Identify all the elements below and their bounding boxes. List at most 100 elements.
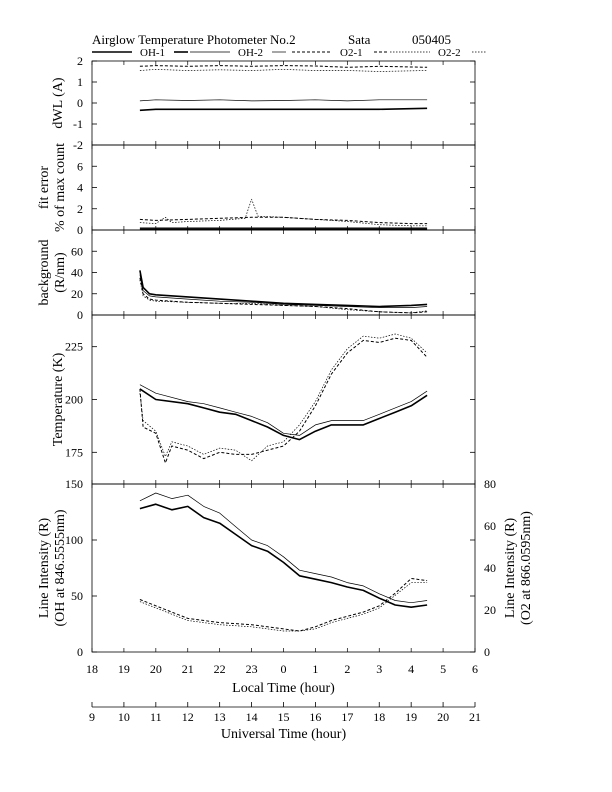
xtick-universal-label-0: 9 [89, 710, 95, 724]
panel-fit: -2 0 2 4 6 fit error% of max count [37, 138, 476, 237]
xtick-universal-label-4: 13 [214, 710, 226, 724]
y2label-1: (O2 at 866.0595nm) [519, 511, 534, 625]
legend-label-o2-1: O2-1 [340, 47, 363, 59]
ytick-label-dwl-3: 2 [77, 54, 83, 68]
ytick-label-bg-3: 60 [71, 244, 83, 258]
chart-date: 050405 [412, 32, 451, 47]
series-fit-o2-2 [139, 198, 428, 227]
panel-frame-dwl [91, 60, 476, 146]
y2tick-label-2: 40 [484, 561, 496, 575]
panel-bg: 0 20 40 60 background (R/nm) [37, 229, 476, 322]
series-bg-oh-1 [139, 270, 428, 308]
ytick-label-temp-0: 175 [65, 445, 83, 459]
xtick-universal-label-11: 20 [437, 710, 449, 724]
ytick-label-fit-3: 4 [77, 181, 83, 195]
legend-label-o2-2: O2-2 [438, 47, 461, 59]
xtick-local-label-2: 20 [150, 662, 162, 676]
series-temp-o2-2 [139, 333, 428, 462]
xlabel-universal: Universal Time (hour) [221, 727, 347, 742]
xtick-local-label-6: 0 [281, 662, 287, 676]
series-int-o2-1 [139, 578, 428, 632]
xtick-local-label-11: 5 [440, 662, 446, 676]
ytick-label-int-2: 100 [65, 533, 83, 547]
ytick-label-fit-2: 2 [77, 202, 83, 216]
xtick-universal-label-5: 14 [246, 710, 258, 724]
series-temp-oh-2 [139, 384, 428, 436]
ylabel-bg-0: background [37, 239, 52, 305]
ytick-label-dwl-1: 0 [77, 96, 83, 110]
ytick-label-fit-0: -2 [73, 138, 83, 152]
series-dwl-o2-1 [139, 65, 428, 68]
xtick-universal-label-6: 15 [278, 710, 290, 724]
panel-frame-temp [91, 314, 476, 485]
xtick-local-label-8: 2 [344, 662, 350, 676]
xtick-universal-label-10: 19 [405, 710, 417, 724]
y2tick-label-4: 80 [484, 477, 496, 491]
panel-dwl: -1 0 1 2 dWL (A) [51, 54, 476, 146]
xtick-local-label-9: 3 [376, 662, 382, 676]
xtick-universal-label-7: 16 [309, 710, 321, 724]
xtick-universal-label-2: 11 [150, 710, 162, 724]
ytick-label-temp-2: 225 [65, 340, 83, 354]
series-int-oh-2 [139, 492, 428, 604]
legend: OH-1 OH-2 O2-1 O2-2 [92, 47, 486, 59]
xtick-local-label-12: 6 [472, 662, 478, 676]
ylabel-temp: Temperature (K) [51, 352, 66, 446]
ytick-label-temp-1: 200 [65, 393, 83, 407]
xtick-universal-label-1: 10 [118, 710, 130, 724]
ytick-label-int-1: 50 [71, 589, 83, 603]
chart-site: Sata [348, 32, 371, 47]
y2tick-label-0: 0 [484, 645, 490, 659]
panel-frame-int [91, 483, 476, 653]
ytick-label-int-0: 0 [77, 645, 83, 659]
ylabel-int-1: (OH at 846.5555nm) [53, 509, 68, 626]
xtick-universal-label-8: 17 [341, 710, 353, 724]
ytick-label-dwl-2: 1 [77, 75, 83, 89]
ytick-label-bg-1: 20 [71, 287, 83, 301]
chart-title: Airglow Temperature Photometer No.2 [92, 32, 296, 47]
xtick-universal-label-3: 12 [182, 710, 194, 724]
ylabel-int-0: Line Intensity (R) [37, 518, 52, 619]
series-bg-o2-2 [139, 279, 428, 314]
xtick-local-label-5: 23 [246, 662, 258, 676]
xtick-universal-label-12: 21 [469, 710, 481, 724]
ytick-label-int-3: 150 [65, 477, 83, 491]
ytick-label-dwl-0: -1 [73, 117, 83, 131]
series-dwl-o2-2 [139, 69, 428, 72]
panel-frame-bg [91, 229, 476, 316]
series-fit-o2-1 [139, 216, 428, 225]
y2tick-label-1: 20 [484, 603, 496, 617]
ylabel-fit-1: % of max count [53, 143, 68, 232]
ylabel-fit-0: fit error [37, 166, 52, 209]
ylabel-bg-1: (R/nm) [53, 252, 68, 293]
ytick-label-fit-1: 0 [77, 223, 83, 237]
series-bg-oh-2 [139, 274, 428, 308]
panels: -1 0 1 2 dWL (A) -2 0 2 4 6 fit error% of max coun… [37, 54, 534, 659]
series-int-o2-2 [139, 582, 428, 632]
ytick-label-fit-4: 6 [77, 159, 83, 173]
legend-label-oh-2: OH-2 [238, 47, 263, 59]
series-dwl-oh-2 [139, 99, 428, 102]
xtick-local-label-1: 19 [118, 662, 130, 676]
xtick-local-label-4: 22 [214, 662, 226, 676]
legend-label-oh-1: OH-1 [140, 47, 165, 59]
series-bg-o2-1 [139, 277, 428, 314]
series-int-oh-1 [139, 503, 428, 609]
xtick-universal-label-9: 18 [373, 710, 385, 724]
series-temp-o2-1 [139, 337, 428, 464]
panel-frame-fit [91, 144, 476, 231]
xtick-local-label-0: 18 [86, 662, 98, 676]
xtick-local-label-10: 4 [408, 662, 414, 676]
y2label-0: Line Intensity (R) [503, 518, 518, 619]
ytick-label-bg-0: 0 [77, 308, 83, 322]
series-temp-oh-1 [139, 388, 428, 441]
series-dwl-oh-1 [139, 107, 428, 112]
xtick-local-label-7: 1 [312, 662, 318, 676]
ytick-label-bg-2: 40 [71, 266, 83, 280]
xtick-local-label-3: 21 [182, 662, 194, 676]
xlabel-local: Local Time (hour) [232, 681, 335, 696]
